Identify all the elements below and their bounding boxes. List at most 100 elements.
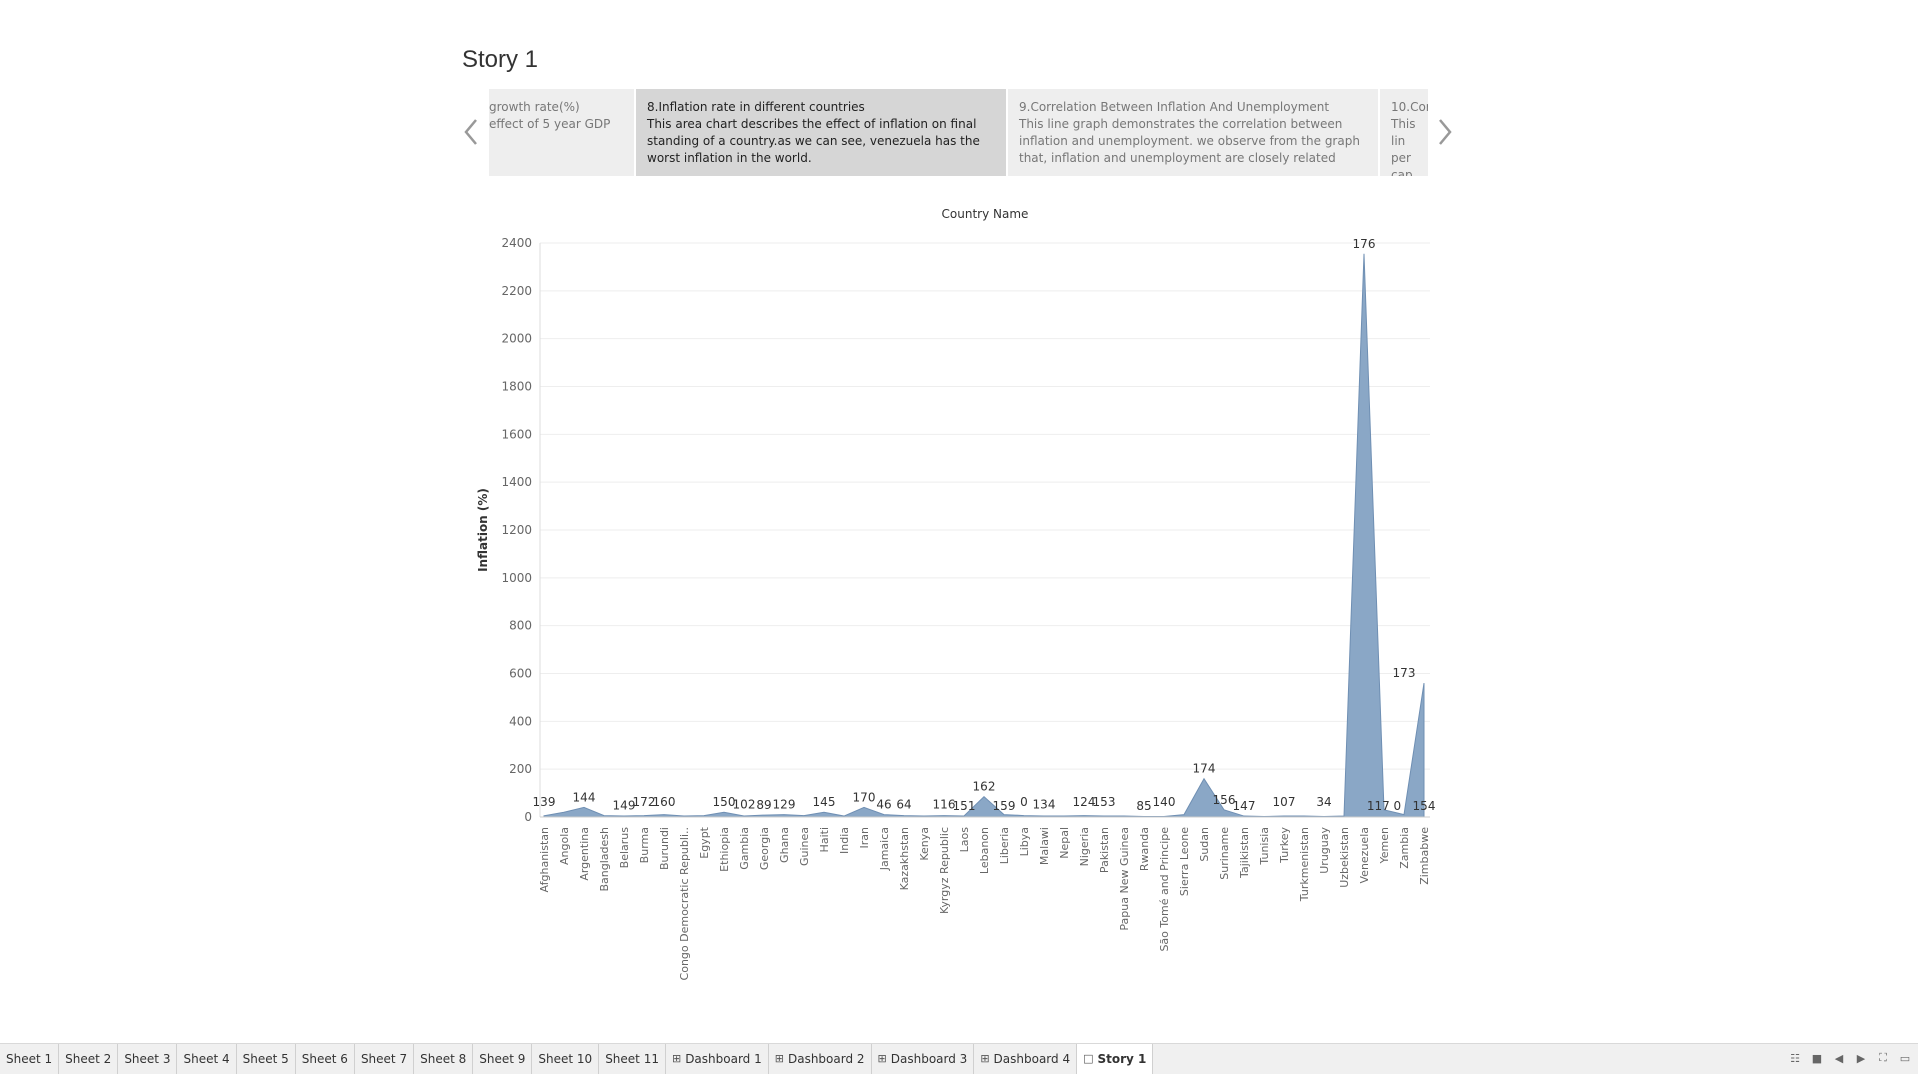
sheet-tab-label: Sheet 4	[183, 1052, 230, 1066]
sheet-tab-label: Sheet 2	[65, 1052, 112, 1066]
story-point-body: effect of 5 year GDP	[489, 117, 611, 131]
data-label: 0	[1020, 795, 1028, 809]
sheet-tab-label: Story 1	[1097, 1052, 1147, 1066]
inflation-area	[543, 253, 1425, 818]
data-label: 139	[533, 795, 556, 809]
data-label: 102	[733, 798, 756, 812]
x-tick-label: Turkmenistan	[1298, 827, 1311, 902]
next-sheet-icon[interactable]: ▶	[1856, 1051, 1866, 1065]
story-point-body: This line graph demonstrates the correla…	[1019, 117, 1360, 165]
data-label: 162	[973, 780, 996, 794]
grid-view-icon[interactable]: ☷	[1790, 1051, 1800, 1065]
data-label: 129	[773, 798, 796, 812]
sheet-tab[interactable]: ⊞ Dashboard 2	[769, 1044, 872, 1074]
sheet-tab[interactable]: Sheet 8	[414, 1044, 474, 1074]
sheet-tab[interactable]: Sheet 3	[118, 1044, 178, 1074]
dashboard-icon: ⊞	[671, 1052, 682, 1065]
x-tick-label: Venezuela	[1358, 827, 1371, 884]
chevron-right-icon	[1439, 119, 1452, 145]
x-tick-label: India	[838, 827, 851, 854]
data-label: 117 0	[1367, 799, 1401, 813]
x-tick-label: Kazakhstan	[898, 827, 911, 890]
y-tick-label: 1400	[501, 475, 532, 489]
x-tick-label: Pakistan	[1098, 827, 1111, 873]
y-tick-label: 2200	[501, 284, 532, 298]
x-tick-label: Haiti	[818, 827, 831, 852]
data-label: 153	[1093, 795, 1116, 809]
x-tick-label: Yemen	[1378, 827, 1391, 865]
sheet-tab[interactable]: □ Story 1	[1077, 1044, 1154, 1074]
x-tick-label: Liberia	[998, 827, 1011, 864]
x-tick-label: Angola	[558, 827, 571, 865]
sheet-tab[interactable]: ⊞ Dashboard 3	[872, 1044, 975, 1074]
story-point-9[interactable]: 9.Correlation Between Inflation And Unem…	[1008, 89, 1378, 176]
story-point-8[interactable]: 8.Inflation rate in different countries …	[636, 89, 1006, 176]
y-tick-label: 0	[524, 810, 532, 824]
next-caption-button[interactable]	[1432, 112, 1458, 152]
chart-title: Country Name	[942, 207, 1029, 221]
x-tick-label: Suriname	[1218, 827, 1231, 880]
sheet-tab[interactable]: Sheet 7	[355, 1044, 415, 1074]
sheet-tab[interactable]: ⊞ Dashboard 1	[666, 1044, 769, 1074]
y-tick-label: 400	[509, 714, 532, 728]
x-tick-label: Nigeria	[1078, 827, 1091, 866]
data-label: 134	[1033, 798, 1056, 812]
data-label: 170	[853, 790, 876, 804]
prev-sheet-icon[interactable]: ◀	[1834, 1051, 1844, 1065]
sheet-tab[interactable]: Sheet 11	[599, 1044, 666, 1074]
view-controls: ☷ ■ ◀ ▶ ⛶ ▭	[1788, 1043, 1912, 1073]
data-label: 149	[613, 799, 636, 813]
sheet-tab[interactable]: Sheet 4	[177, 1044, 237, 1074]
x-tick-label: Nepal	[1058, 827, 1071, 859]
x-tick-label: Tunisia	[1258, 827, 1271, 866]
story-point-title: 10.Cor	[1391, 100, 1428, 114]
x-tick-label: Gambia	[738, 827, 751, 870]
data-label: 140	[1153, 795, 1176, 809]
y-tick-label: 2400	[501, 236, 532, 250]
sheet-tab[interactable]: Sheet 5	[237, 1044, 296, 1074]
data-label: 85	[1136, 799, 1151, 813]
y-axis-label: Inflation (%)	[476, 488, 490, 572]
sheet-tab[interactable]: Sheet 10	[532, 1044, 600, 1074]
x-tick-label: Libya	[1018, 827, 1031, 856]
data-label: 46	[876, 798, 891, 812]
sheet-tab[interactable]: Sheet 9	[473, 1044, 533, 1074]
x-tick-label: Zambia	[1398, 827, 1411, 869]
data-label: 156	[1213, 793, 1236, 807]
sheet-tab[interactable]: Sheet 1	[0, 1044, 60, 1074]
story-point-7[interactable]: growth rate(%) effect of 5 year GDP	[489, 89, 634, 176]
x-tick-label: Lebanon	[978, 827, 991, 874]
data-label: 124	[1073, 795, 1096, 809]
dashboard-icon: ⊞	[774, 1052, 784, 1065]
data-label: 147	[1233, 799, 1256, 813]
story-point-title: growth rate(%)	[489, 100, 580, 114]
sheet-tab[interactable]: Sheet 6	[296, 1044, 355, 1074]
x-tick-label: Ethiopia	[718, 827, 731, 872]
data-label: 107	[1273, 795, 1296, 809]
x-tick-label: Guinea	[798, 827, 811, 866]
sheet-tab-label: Dashboard 2	[787, 1052, 865, 1066]
story-point-10[interactable]: 10.Cor This lin per cap	[1380, 89, 1428, 176]
fullscreen-icon[interactable]: ⛶	[1879, 1051, 1887, 1064]
x-tick-label: Tajikistan	[1238, 827, 1251, 879]
presentation-icon[interactable]: ▭	[1899, 1051, 1911, 1065]
sheet-tab-label: Sheet 5	[242, 1052, 289, 1066]
previous-caption-button[interactable]	[458, 112, 484, 152]
story-point-body: This area chart describes the effect of …	[647, 117, 980, 165]
x-tick-label: Georgia	[758, 827, 771, 870]
inflation-area-chart: Country Name Inflation (%) 0 200 400 600 800 10…	[476, 207, 1435, 980]
data-label: 145	[813, 795, 836, 809]
x-tick-label: Sierra Leone	[1178, 827, 1191, 896]
y-tick-label: 1200	[501, 523, 532, 537]
sheet-tab-label: Sheet 11	[605, 1052, 659, 1066]
x-tick-label: Congo Democratic Republi..	[678, 827, 691, 980]
x-tick-label: Bangladesh	[598, 827, 611, 892]
x-tick-label: Papua New Guinea	[1118, 827, 1131, 931]
data-label: 160	[653, 795, 676, 809]
sheet-tab[interactable]: Sheet 2	[59, 1044, 119, 1074]
sheet-tab[interactable]: ⊞ Dashboard 4	[974, 1044, 1078, 1074]
filmstrip-icon[interactable]: ■	[1811, 1051, 1823, 1065]
sheet-tab-label: Sheet 1	[6, 1052, 53, 1066]
x-tick-label: Jamaica	[878, 827, 891, 871]
x-tick-label: Burundi	[658, 827, 671, 870]
